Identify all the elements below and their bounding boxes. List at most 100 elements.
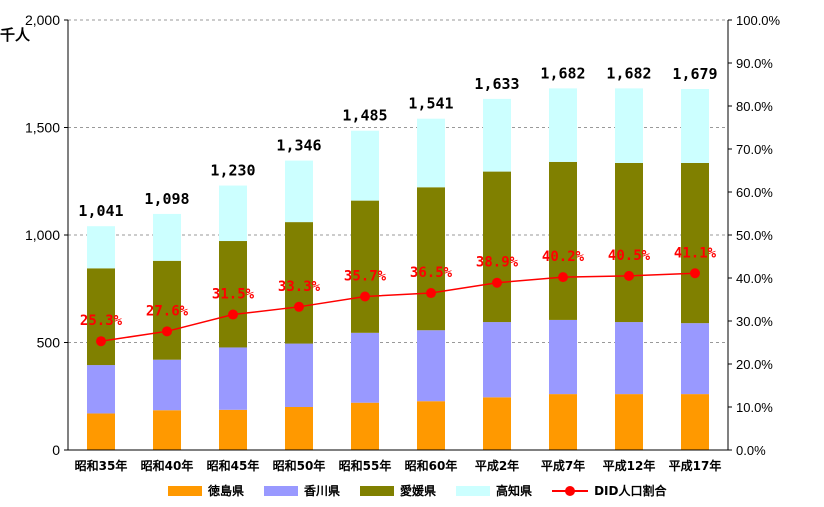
chart: 0 500 1,000 1,500 2,000 0.0% 10.0% 20.0% 30.0% 4… <box>0 12 781 473</box>
y-axis-unit-label: 千人 <box>0 26 31 44</box>
did-line-point <box>492 277 502 288</box>
legend-item-kagawa: 香川県 <box>264 482 340 499</box>
percent-label: 27.6% <box>146 303 189 319</box>
bar-segment <box>417 401 445 450</box>
y-tick-label: 500 <box>37 335 61 351</box>
y2-tick-label: 70.0% <box>736 142 773 157</box>
category-label: 昭和55年 <box>339 458 392 473</box>
y-tick-label: 0 <box>52 442 60 458</box>
legend-item-did: DID人口割合 <box>552 482 666 499</box>
legend-item-ehime: 愛媛県 <box>360 482 436 499</box>
bar-segment <box>219 347 247 410</box>
did-line-path <box>100 272 696 342</box>
percent-label: 38.9% <box>476 255 519 271</box>
percent-label: 40.2% <box>542 249 585 265</box>
total-label: 1,041 <box>78 202 123 220</box>
bar-segment <box>681 89 709 163</box>
legend-swatch <box>456 485 491 496</box>
legend-item-kochi: 高知県 <box>456 482 532 499</box>
percent-label: 41.1% <box>674 245 717 261</box>
bar-segment <box>681 394 709 450</box>
legend: 徳島県 香川県 愛媛県 高知県 DID人口割合 <box>168 482 686 499</box>
legend-label: DID人口割合 <box>594 484 667 498</box>
category-label: 昭和50年 <box>273 458 326 473</box>
total-labels: 1,041 1,098 1,230 1,346 1,485 1,541 1,633 1,682… <box>78 64 717 220</box>
y2-tick-label: 0.0% <box>736 443 766 458</box>
total-label: 1,485 <box>342 107 387 125</box>
y2-tick-label: 50.0% <box>736 228 773 243</box>
bar-segment <box>153 260 181 360</box>
legend-swatch <box>264 485 299 496</box>
category-label: 平成17年 <box>669 458 722 473</box>
bar-segment <box>549 161 577 320</box>
y-axis-ticks: 0 500 1,000 1,500 2,000 <box>25 12 68 458</box>
bar-segment <box>351 130 379 201</box>
percent-label: 36.5% <box>410 265 453 281</box>
percent-labels: 25.3% 27.6% 31.5% 33.3% 35.7% 36.5% 38.9% 40.2%… <box>80 245 717 329</box>
legend-label: 徳島県 <box>208 484 245 498</box>
category-label: 平成12年 <box>603 458 656 473</box>
y2-tick-label: 100.0% <box>736 13 781 28</box>
category-label: 昭和60年 <box>405 458 458 473</box>
percent-label: 35.7% <box>344 268 387 284</box>
did-line-point <box>228 309 238 320</box>
legend-label: 愛媛県 <box>400 484 437 498</box>
bar-segment <box>285 160 313 223</box>
y2-tick-label: 90.0% <box>736 56 773 71</box>
bar-segment <box>615 322 643 395</box>
bar-segment <box>483 322 511 398</box>
legend-label: 高知県 <box>496 484 533 498</box>
percent-label: 31.5% <box>212 287 255 303</box>
y-tick-label: 1,500 <box>25 120 60 136</box>
bar-segment <box>219 185 247 242</box>
bar-segment <box>549 319 577 395</box>
bar-segment <box>549 88 577 162</box>
bar-segment <box>219 409 247 450</box>
bar-segment <box>87 226 115 269</box>
percent-label: 25.3% <box>80 313 123 329</box>
bar-segment <box>351 332 379 403</box>
bar-segment <box>681 323 709 395</box>
y2-tick-label: 40.0% <box>736 271 773 286</box>
bar-segment <box>153 410 181 450</box>
bar-segment <box>483 171 511 323</box>
total-label: 1,679 <box>672 65 717 83</box>
did-line <box>96 268 700 347</box>
y2-tick-label: 10.0% <box>736 400 773 415</box>
bar-segment <box>285 407 313 450</box>
did-line-point <box>558 272 568 283</box>
category-label: 昭和40年 <box>141 458 194 473</box>
bars <box>87 88 709 450</box>
did-line-point <box>690 268 700 279</box>
y-tick-label: 2,000 <box>25 12 60 28</box>
total-label: 1,682 <box>540 64 585 82</box>
y2-tick-label: 60.0% <box>736 185 773 200</box>
category-label: 平成2年 <box>475 458 519 473</box>
bar-segment <box>483 98 511 172</box>
bar-segment <box>615 162 643 323</box>
bar-segment <box>417 330 445 402</box>
percent-label: 33.3% <box>278 279 321 295</box>
total-label: 1,633 <box>474 75 519 93</box>
bar-segment <box>87 365 115 414</box>
y2-axis-ticks: 0.0% 10.0% 20.0% 30.0% 40.0% 50.0% 60.0% 70.0% 8… <box>728 13 781 458</box>
did-line-point <box>162 326 172 337</box>
bar-segment <box>153 359 181 411</box>
bar-segment <box>153 213 181 261</box>
legend-label: 香川県 <box>304 484 341 498</box>
bar-segment <box>285 343 313 407</box>
bar-segment <box>351 402 379 450</box>
bar-segment <box>219 241 247 348</box>
legend-swatch <box>360 485 395 496</box>
category-labels: 昭和35年 昭和40年 昭和45年 昭和50年 昭和55年 昭和60年 平成2年 平成7年 平成… <box>75 458 722 473</box>
bar-segment <box>417 118 445 188</box>
did-line-point <box>294 301 304 312</box>
category-label: 昭和35年 <box>75 458 128 473</box>
bar-segment <box>615 394 643 450</box>
bar-segment <box>87 413 115 450</box>
did-line-point <box>624 270 634 281</box>
category-label: 昭和45年 <box>207 458 260 473</box>
percent-label: 40.5% <box>608 248 651 264</box>
bar-segment <box>483 397 511 450</box>
y-tick-label: 1,000 <box>25 227 60 243</box>
